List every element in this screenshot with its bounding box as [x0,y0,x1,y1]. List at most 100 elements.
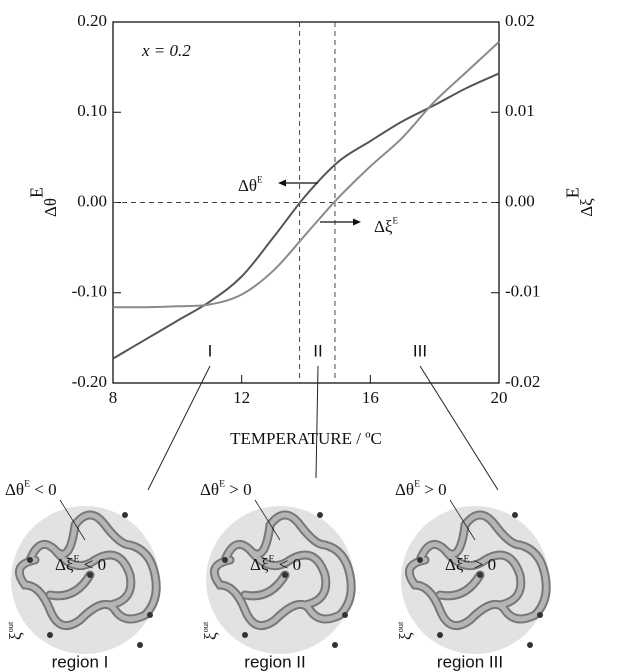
t: E [269,553,275,564]
xi-out-label: ξout [5,621,25,640]
t: < 0 [30,480,57,499]
y2-tick-label: -0.02 [505,372,540,391]
crosslink [242,632,248,638]
t: E [27,187,47,198]
region-label: I [208,341,213,360]
region-label: III [413,341,427,360]
y-tick-label: -0.10 [72,282,107,301]
t: Δθ [200,480,219,499]
crosslink [27,557,33,563]
xi-label: ΔξE < 0 [250,553,301,573]
region-label: II [313,341,322,360]
t: out [5,621,15,632]
crosslink [282,572,288,578]
crosslink [47,632,53,638]
arrowhead [278,179,286,187]
leader [59,499,86,541]
crosslink [87,572,93,578]
polymer [211,512,354,629]
crosslink [122,512,128,518]
t: E [257,174,263,184]
x-tick-label: 8 [109,388,118,407]
crosslink [222,557,228,563]
diagram [206,506,356,654]
t: Δξ [445,555,464,574]
crosslink [137,642,143,648]
y2-tick-label: -0.01 [505,282,540,301]
t: out [200,621,210,632]
y2-tick-label: 0.00 [505,191,535,210]
crosslink [332,642,338,648]
y-tick-label: 0.00 [77,191,107,210]
y-tick-label: -0.20 [72,372,107,391]
xi-out-label: ξout [200,621,220,640]
leader [449,499,476,541]
y-axis-label: ΔθE [27,187,60,217]
leader [419,365,499,491]
region-caption: region II [244,652,305,671]
y-tick-label: 0.20 [77,11,107,30]
t: Δξ [250,555,269,574]
t: E [414,478,420,489]
xi-out-label: ξout [395,621,415,640]
leader [147,365,211,491]
crosslink [512,512,518,518]
crosslink [147,612,153,618]
t: E [74,553,80,564]
t: E [24,478,30,489]
t: > 0 [469,555,496,574]
y2-tick-label: 0.02 [505,11,535,30]
crosslink [477,572,483,578]
arrowhead [353,218,361,226]
t: > 0 [420,480,447,499]
region-caption: region III [437,652,503,671]
polymer [406,512,549,629]
series-line [112,41,500,309]
t: out [395,621,405,632]
series-label: ΔθE [238,174,263,195]
crosslink [437,632,443,638]
crosslink [527,642,533,648]
xi-label: ΔξE < 0 [55,553,106,573]
t: < 0 [274,555,301,574]
t: Δθ [41,198,60,217]
y2-tick-label: 0.01 [505,101,535,120]
y2-axis-label: ΔξE [563,187,596,217]
t: E [393,215,399,225]
t: E [563,187,583,198]
t: E [219,478,225,489]
t: ξ [6,632,25,640]
leader [315,365,319,479]
t: > 0 [225,480,252,499]
t: Δξ [577,198,596,217]
theta-label: ΔθE > 0 [395,478,447,498]
crosslink [417,557,423,563]
y-tick-label: 0.10 [77,101,107,120]
t: Δθ [5,480,24,499]
t: Δξ [374,217,393,236]
t: ξ [201,632,220,640]
leader [254,499,281,541]
crosslink [342,612,348,618]
region-caption: region I [52,652,109,671]
crosslink [537,612,543,618]
series-line [112,72,500,360]
diagram [401,506,551,654]
polymer [16,512,159,629]
annotation: x = 0.2 [141,41,191,60]
x-tick-label: 20 [491,388,508,407]
x-tick-label: 12 [233,388,250,407]
t: Δθ [238,176,257,195]
t: Δξ [55,555,74,574]
x-axis-label: TEMPERATURE / ºC [230,429,382,448]
theta-label: ΔθE > 0 [200,478,252,498]
crosslink [317,512,323,518]
t: Δθ [395,480,414,499]
series-label: ΔξE [374,215,399,236]
x-tick-label: 16 [362,388,379,407]
t: E [464,553,470,564]
t: < 0 [79,555,106,574]
t: ξ [396,632,415,640]
diagram [11,506,161,654]
